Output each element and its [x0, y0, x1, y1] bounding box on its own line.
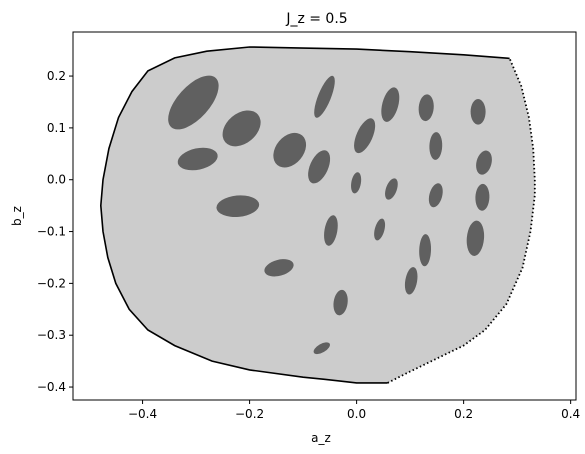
feasible-region [100, 47, 535, 383]
ellipse-6 [308, 150, 331, 184]
chart-title: J_z = 0.5 [285, 11, 347, 27]
x-tick-label: 0.4 [561, 407, 580, 421]
ellipse-4 [273, 132, 307, 168]
ellipse-11 [470, 98, 486, 125]
ellipse-12 [429, 132, 443, 160]
y-axis-ticks: −0.4 −0.3 −0.2 −0.1 0.0 0.1 0.2 [37, 69, 73, 394]
x-tick-label: −0.4 [128, 407, 157, 421]
ellipse-18 [324, 215, 338, 246]
x-axis-label: a_z [311, 431, 331, 445]
x-axis-ticks: −0.4 −0.2 0.0 0.2 0.4 [128, 400, 580, 421]
ellipse-13 [476, 150, 492, 175]
ellipse-14 [351, 172, 362, 194]
y-tick-label: −0.4 [37, 380, 66, 394]
ellipse-5 [314, 75, 335, 118]
axes-frame [72, 31, 577, 401]
y-tick-label: −0.2 [37, 276, 66, 290]
y-tick-label: 0.1 [47, 121, 66, 135]
ellipse-2 [222, 110, 261, 147]
ellipse-24 [333, 289, 348, 316]
y-tick-label: 0.2 [47, 69, 66, 83]
ellipse-15 [385, 178, 398, 200]
ellipse-1 [168, 75, 219, 130]
ellipse-20 [419, 234, 432, 267]
ellipse-19 [374, 218, 386, 241]
y-tick-label: −0.3 [37, 328, 66, 342]
ellipse-3 [177, 147, 218, 171]
x-tick-label: 0.2 [454, 407, 473, 421]
ellipse-group [168, 75, 492, 355]
region-boundary-solid [99, 46, 510, 384]
ellipse-17 [475, 183, 490, 211]
y-axis-label: b_z [10, 206, 24, 226]
ellipse-7 [216, 195, 260, 218]
ellipse-21 [466, 220, 485, 256]
y-tick-label: −0.1 [37, 225, 66, 239]
ellipse-22 [264, 259, 294, 277]
ellipse-8 [354, 118, 376, 154]
x-tick-label: 0.0 [347, 407, 366, 421]
ellipse-16 [428, 183, 443, 208]
ellipse-25 [313, 342, 330, 355]
x-tick-label: −0.2 [235, 407, 264, 421]
y-tick-label: 0.0 [47, 173, 66, 187]
ellipse-23 [404, 267, 418, 295]
ellipse-10 [418, 94, 434, 122]
plot-area [99, 46, 536, 384]
ellipse-9 [381, 87, 400, 122]
